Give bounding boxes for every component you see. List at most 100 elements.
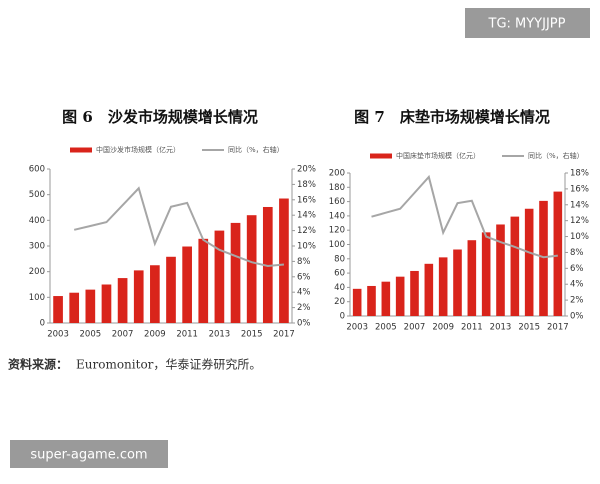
- y-tick-label: 120: [329, 226, 345, 236]
- bar: [133, 270, 144, 323]
- x-tick-label: 2005: [80, 330, 102, 340]
- y2-tick-label: 8%: [570, 248, 584, 258]
- y-tick-label: 100: [29, 293, 45, 303]
- y2-tick-label: 4%: [570, 280, 584, 290]
- bar: [53, 296, 63, 323]
- bar: [496, 224, 505, 316]
- x-tick-label: 2013: [209, 330, 231, 340]
- bar: [524, 208, 534, 316]
- y-tick-label: 500: [29, 190, 45, 200]
- bar: [182, 246, 192, 323]
- bar: [166, 256, 176, 323]
- y2-tick-label: 4%: [297, 288, 311, 298]
- bar: [453, 249, 462, 316]
- bar: [279, 198, 289, 323]
- y-tick-label: 60: [334, 269, 345, 279]
- bar: [150, 265, 160, 323]
- y2-tick-label: 18%: [297, 180, 316, 190]
- y-tick-label: 600: [29, 165, 45, 175]
- bar: [352, 288, 362, 316]
- y-tick-label: 140: [329, 211, 345, 221]
- y-tick-label: 0: [340, 312, 345, 322]
- y2-tick-label: 8%: [297, 257, 311, 267]
- y2-tick-label: 14%: [297, 211, 316, 221]
- bar: [438, 257, 448, 316]
- bar: [395, 276, 405, 316]
- bar: [381, 281, 391, 316]
- y2-tick-label: 2%: [297, 303, 311, 313]
- y2-tick-label: 6%: [570, 264, 584, 274]
- x-tick-label: 2015: [241, 330, 263, 340]
- watermark: super-agame.com: [30, 448, 147, 463]
- bar: [539, 200, 548, 316]
- legend-label: 同比（%，右轴）: [228, 145, 284, 154]
- y2-tick-label: 10%: [297, 242, 316, 252]
- watermark-box: [10, 440, 168, 468]
- x-tick-label: 2015: [518, 323, 540, 333]
- y2-tick-label: 10%: [570, 232, 589, 242]
- y2-tick-label: 6%: [297, 272, 311, 282]
- y2-tick-label: 16%: [297, 195, 316, 205]
- bar: [214, 230, 225, 323]
- x-tick-label: 2011: [176, 330, 198, 340]
- y2-tick-label: 0%: [570, 312, 584, 322]
- x-tick-label: 2011: [461, 323, 483, 333]
- y2-tick-label: 12%: [297, 226, 316, 236]
- x-tick-label: 2009: [144, 330, 166, 340]
- bar: [481, 232, 491, 316]
- y2-tick-label: 12%: [570, 216, 589, 226]
- x-tick-label: 2003: [346, 323, 368, 333]
- bar: [424, 263, 434, 316]
- y2-tick-label: 16%: [570, 184, 589, 194]
- y2-tick-label: 18%: [570, 169, 589, 179]
- y-tick-label: 40: [334, 283, 345, 293]
- y-tick-label: 180: [329, 183, 345, 193]
- watermark-box: [465, 8, 590, 38]
- legend-swatch: [370, 153, 392, 159]
- y-tick-label: 200: [29, 267, 45, 277]
- y-tick-label: 400: [29, 216, 45, 226]
- bar: [246, 215, 257, 323]
- y-tick-label: 160: [329, 197, 345, 207]
- x-tick-label: 2017: [273, 330, 295, 340]
- line-series: [371, 174, 558, 259]
- y2-tick-label: 0%: [297, 319, 311, 329]
- chart-title: 图 7 床垫市场规模增长情况: [354, 108, 550, 126]
- y2-tick-label: 14%: [570, 200, 589, 210]
- bar: [510, 216, 520, 316]
- bar: [367, 285, 376, 316]
- y2-tick-label: 2%: [570, 296, 584, 306]
- bar: [117, 278, 128, 323]
- x-tick-label: 2013: [490, 323, 512, 333]
- y-tick-label: 200: [329, 169, 345, 179]
- legend-label: 同比（%，右轴）: [528, 151, 584, 160]
- bar: [230, 222, 241, 323]
- source-text: Euromonitor，华泰证券研究所。: [76, 357, 261, 372]
- bar: [85, 289, 96, 323]
- y-tick-label: 100: [329, 240, 345, 250]
- bar: [198, 238, 209, 323]
- bar: [410, 270, 419, 316]
- legend-label: 中国沙发市场规模（亿元）: [96, 145, 180, 154]
- bar: [101, 284, 112, 323]
- y-tick-label: 80: [334, 254, 345, 264]
- y-tick-label: 0: [40, 319, 45, 329]
- bar: [553, 191, 563, 316]
- x-tick-label: 2007: [112, 330, 134, 340]
- source-label: 资料来源：: [8, 357, 68, 372]
- x-tick-label: 2005: [375, 323, 397, 333]
- y2-tick-label: 20%: [297, 165, 316, 175]
- x-tick-label: 2009: [432, 323, 454, 333]
- y-tick-label: 300: [29, 242, 45, 252]
- y-tick-label: 20: [334, 297, 345, 307]
- x-tick-label: 2007: [404, 323, 426, 333]
- watermark: TG: MYYJJPP: [488, 17, 566, 32]
- bar: [69, 292, 80, 323]
- bar: [467, 240, 477, 316]
- line-series: [73, 186, 285, 268]
- chart-title: 图 6 沙发市场规模增长情况: [62, 108, 258, 126]
- x-tick-label: 2003: [47, 330, 69, 340]
- legend-label: 中国床垫市场规模（亿元）: [396, 151, 480, 160]
